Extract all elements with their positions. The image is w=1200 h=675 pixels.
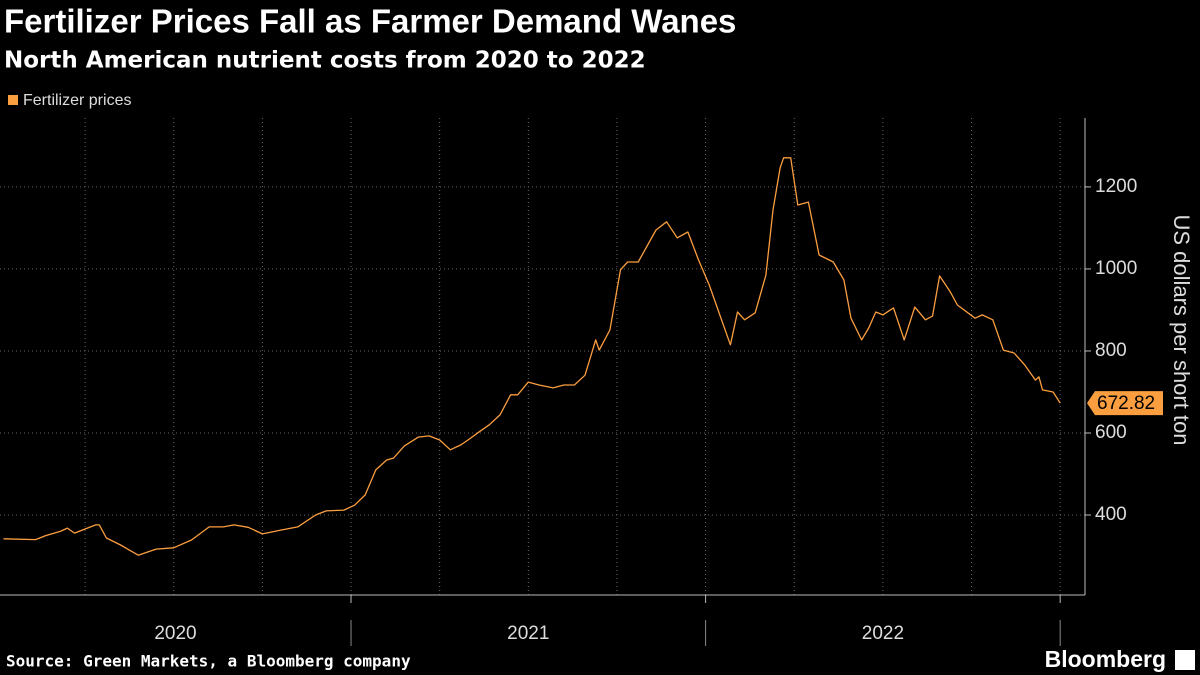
x-tick-label: 2021 bbox=[507, 623, 549, 644]
legend-swatch bbox=[8, 95, 18, 105]
y-tick-label: 1200 bbox=[1095, 176, 1137, 197]
chart-title: Fertilizer Prices Fall as Farmer Demand … bbox=[4, 3, 736, 40]
y-tick-label: 600 bbox=[1095, 422, 1127, 443]
y-tick-label: 1000 bbox=[1095, 258, 1137, 279]
chart-subtitle: North American nutrient costs from 2020 … bbox=[4, 48, 646, 74]
last-value-tag bbox=[1087, 391, 1163, 416]
branding: Bloomberg bbox=[1045, 646, 1166, 672]
x-tick-label: 2022 bbox=[862, 623, 904, 644]
price-line bbox=[3, 157, 1061, 556]
y-tick-label: 400 bbox=[1095, 504, 1127, 525]
source: Source: Green Markets, a Bloomberg compa… bbox=[6, 652, 411, 671]
brand-icon bbox=[1175, 650, 1195, 670]
legend-label: Fertilizer prices bbox=[23, 92, 131, 109]
y-tick-label: 800 bbox=[1095, 340, 1127, 361]
y-axis-title: US dollars per short ton bbox=[1169, 214, 1194, 445]
x-tick-label: 2020 bbox=[154, 623, 196, 644]
last-value-label: 672.82 bbox=[1097, 393, 1155, 414]
